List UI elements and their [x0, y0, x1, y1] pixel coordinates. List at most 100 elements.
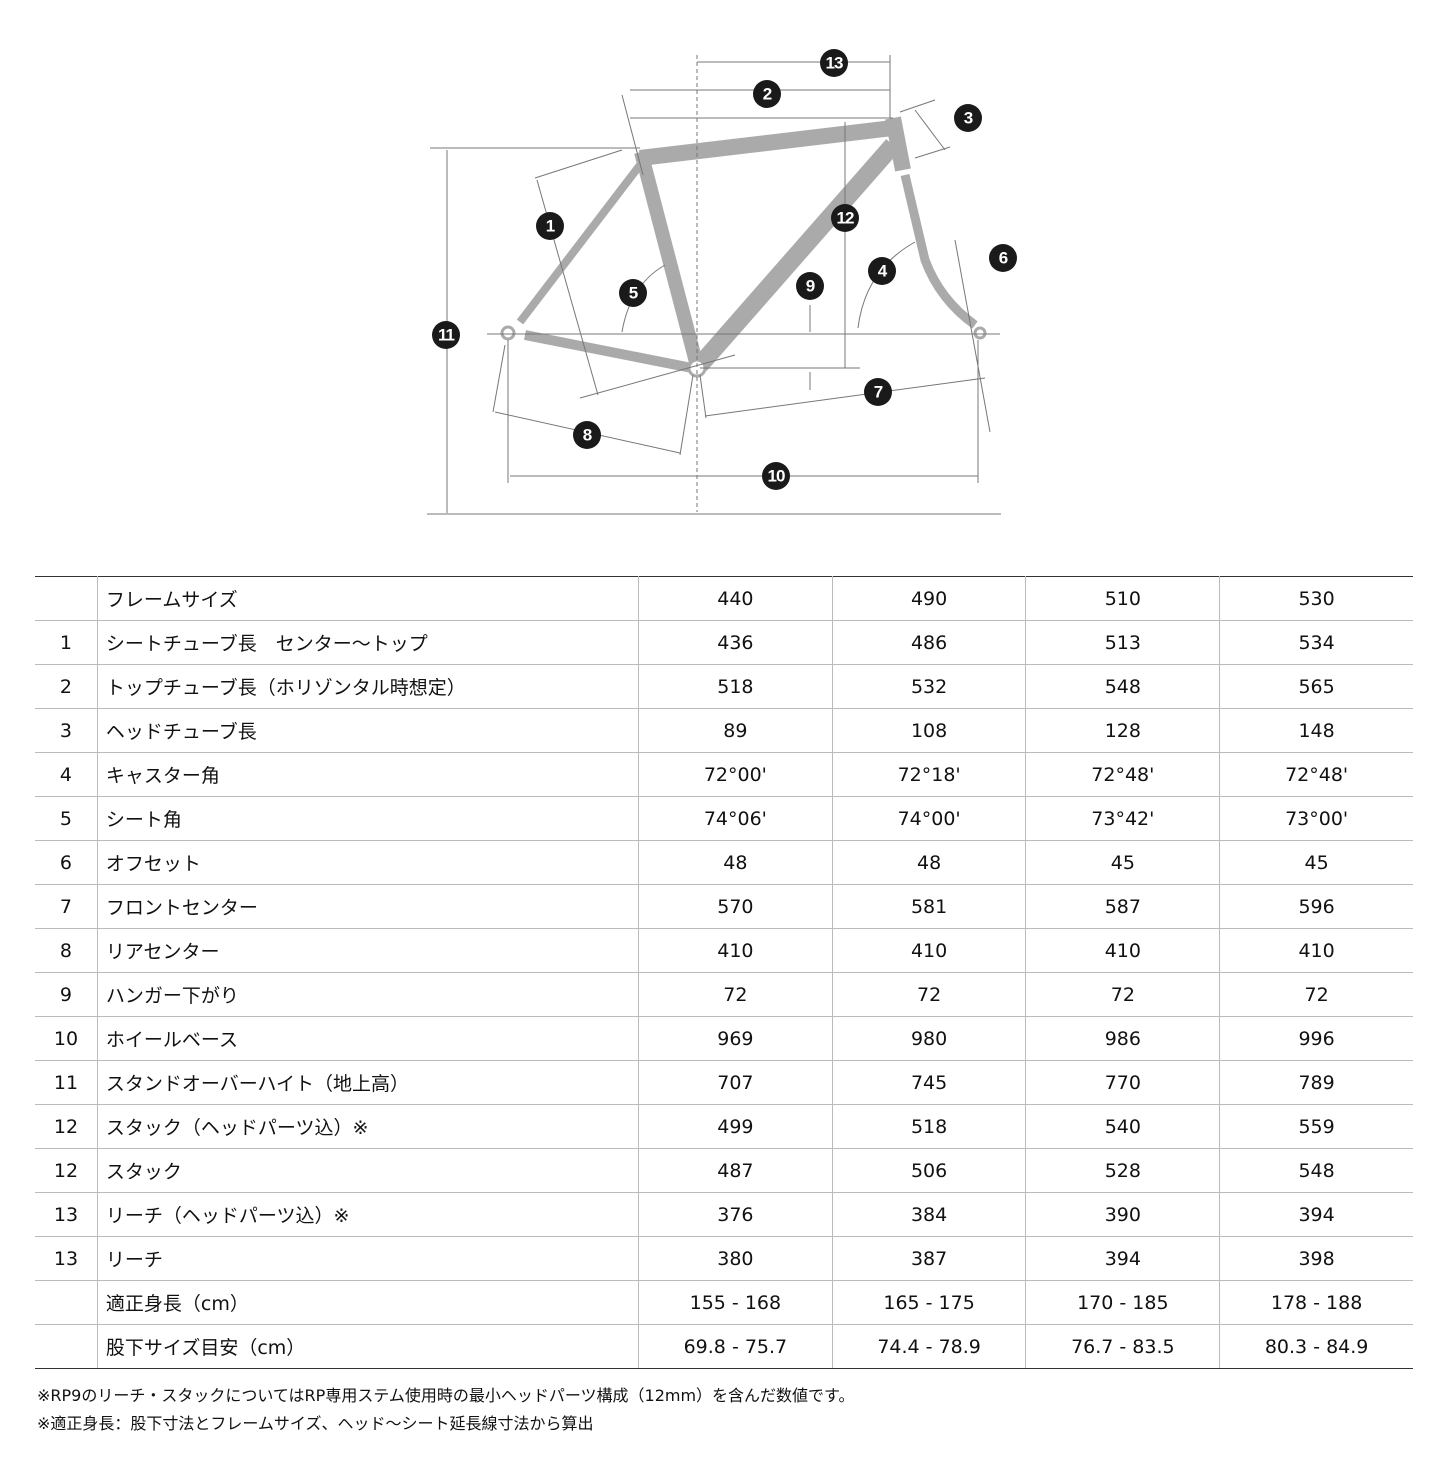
size-value: 528: [1025, 1148, 1221, 1193]
size-value: 48: [832, 840, 1027, 885]
svg-text:9: 9: [806, 277, 815, 296]
size-value: 513: [1025, 620, 1221, 665]
size-value: 108: [832, 708, 1027, 753]
row-number: [35, 1280, 98, 1325]
size-value: 69.8 - 75.7: [638, 1324, 833, 1369]
svg-text:12: 12: [837, 209, 854, 228]
row-label: トップチューブ長（ホリゾンタル時想定）: [97, 664, 640, 709]
size-value: 548: [1219, 1148, 1413, 1193]
size-value: 72°00': [638, 752, 833, 797]
size-value: 596: [1219, 884, 1413, 929]
row-label: フレームサイズ: [97, 576, 640, 621]
table-row: 股下サイズ目安（cm） 69.8 - 75.7 74.4 - 78.9 76.7 - …: [35, 1324, 1413, 1369]
size-value: 707: [638, 1060, 833, 1105]
size-value: 76.7 - 83.5: [1025, 1324, 1221, 1369]
size-value: 45: [1025, 840, 1221, 885]
size-value: 986: [1025, 1016, 1221, 1061]
table-row: 11 スタンドオーバーハイト（地上高） 707 745 770 789: [35, 1060, 1413, 1105]
table-row: 2 トップチューブ長（ホリゾンタル時想定） 518 532 548 565: [35, 664, 1413, 709]
size-value: 387: [832, 1236, 1027, 1281]
size-value: 506: [832, 1148, 1027, 1193]
table-row: 13 リーチ（ヘッドパーツ込）※ 376 384 390 394: [35, 1192, 1413, 1237]
size-value: 436: [638, 620, 833, 665]
size-value: 410: [1219, 928, 1413, 973]
svg-text:10: 10: [768, 467, 785, 486]
row-number: 6: [35, 840, 98, 885]
down-tube: [693, 139, 900, 371]
size-value: 532: [832, 664, 1027, 709]
badge-7: 7: [864, 378, 892, 406]
dimension-badges: 1 2 3 4 5 6 7 8 9 10 11 12 13: [432, 49, 1017, 490]
size-value: 72°48': [1025, 752, 1221, 797]
svg-text:1: 1: [546, 217, 555, 236]
size-value: 72: [832, 972, 1027, 1017]
badge-12: 12: [831, 204, 859, 232]
svg-text:5: 5: [629, 284, 638, 303]
header-row: フレームサイズ 440 490 510 530: [35, 576, 1413, 621]
svg-text:4: 4: [878, 262, 888, 281]
size-value: 384: [832, 1192, 1027, 1237]
svg-text:7: 7: [874, 383, 883, 402]
footnote: ※適正身長：股下寸法とフレームサイズ、ヘッド～シート延長線寸法から算出: [37, 1414, 594, 1433]
size-value: 581: [832, 884, 1027, 929]
chain-stay: [524, 330, 693, 373]
row-label: ハンガー下がり: [97, 972, 640, 1017]
size-value: 410: [1025, 928, 1221, 973]
row-number: 5: [35, 796, 98, 841]
svg-text:2: 2: [763, 85, 772, 104]
size-value: 72: [1219, 972, 1413, 1017]
table-row: 3 ヘッドチューブ長 89 108 128 148: [35, 708, 1413, 753]
size-value: 565: [1219, 664, 1413, 709]
footnote: ※RP9のリーチ・スタックについてはRP専用ステム使用時の最小ヘッドパーツ構成（…: [37, 1386, 855, 1405]
table-row: 適正身長（cm） 155 - 168 165 - 175 170 - 185 178 -…: [35, 1280, 1413, 1325]
size-value: 72°18': [832, 752, 1027, 797]
row-label: ホイールベース: [97, 1016, 640, 1061]
badge-4: 4: [868, 257, 896, 285]
row-label: フロントセンター: [97, 884, 640, 929]
badge-11: 11: [432, 321, 460, 349]
row-number: 12: [35, 1104, 98, 1149]
fork: [900, 173, 978, 329]
row-label: リーチ: [97, 1236, 640, 1281]
size-value: 440: [638, 576, 833, 621]
size-value: 548: [1025, 664, 1221, 709]
size-value: 510: [1025, 576, 1221, 621]
row-label: ヘッドチューブ長: [97, 708, 640, 753]
size-value: 410: [638, 928, 833, 973]
badge-2: 2: [753, 80, 781, 108]
size-value: 155 - 168: [638, 1280, 833, 1325]
row-number: 1: [35, 620, 98, 665]
svg-text:6: 6: [999, 249, 1008, 268]
badge-9: 9: [796, 272, 824, 300]
row-label: オフセット: [97, 840, 640, 885]
row-label: キャスター角: [97, 752, 640, 797]
size-value: 390: [1025, 1192, 1221, 1237]
badge-13: 13: [820, 49, 848, 77]
row-number: [35, 576, 98, 621]
size-value: 72: [1025, 972, 1221, 1017]
size-value: 518: [832, 1104, 1027, 1149]
size-value: 394: [1025, 1236, 1221, 1281]
table-row: 5 シート角 74°06' 74°00' 73°42' 73°00': [35, 796, 1413, 841]
svg-text:3: 3: [964, 109, 973, 128]
row-number: 11: [35, 1060, 98, 1105]
size-value: 530: [1219, 576, 1413, 621]
row-number: 9: [35, 972, 98, 1017]
size-value: 745: [832, 1060, 1027, 1105]
row-number: 13: [35, 1236, 98, 1281]
row-number: 4: [35, 752, 98, 797]
size-value: 486: [832, 620, 1027, 665]
footnotes: ※RP9のリーチ・スタックについてはRP専用ステム使用時の最小ヘッドパーツ構成（…: [37, 1382, 854, 1438]
row-label: スタック（ヘッドパーツ込）※: [97, 1104, 640, 1149]
rear-dropout: [500, 325, 516, 341]
size-value: 490: [832, 576, 1027, 621]
table-row: 9 ハンガー下がり 72 72 72 72: [35, 972, 1413, 1017]
svg-text:11: 11: [438, 326, 455, 345]
table-row: 12 スタック（ヘッドパーツ込）※ 499 518 540 559: [35, 1104, 1413, 1149]
size-value: 770: [1025, 1060, 1221, 1105]
frame-geometry-diagram: 1 2 3 4 5 6 7 8 9 10 11 12 13: [427, 49, 1017, 515]
size-value: 73°42': [1025, 796, 1221, 841]
size-value: 518: [638, 664, 833, 709]
badge-1: 1: [536, 212, 564, 240]
size-value: 80.3 - 84.9: [1219, 1324, 1413, 1369]
